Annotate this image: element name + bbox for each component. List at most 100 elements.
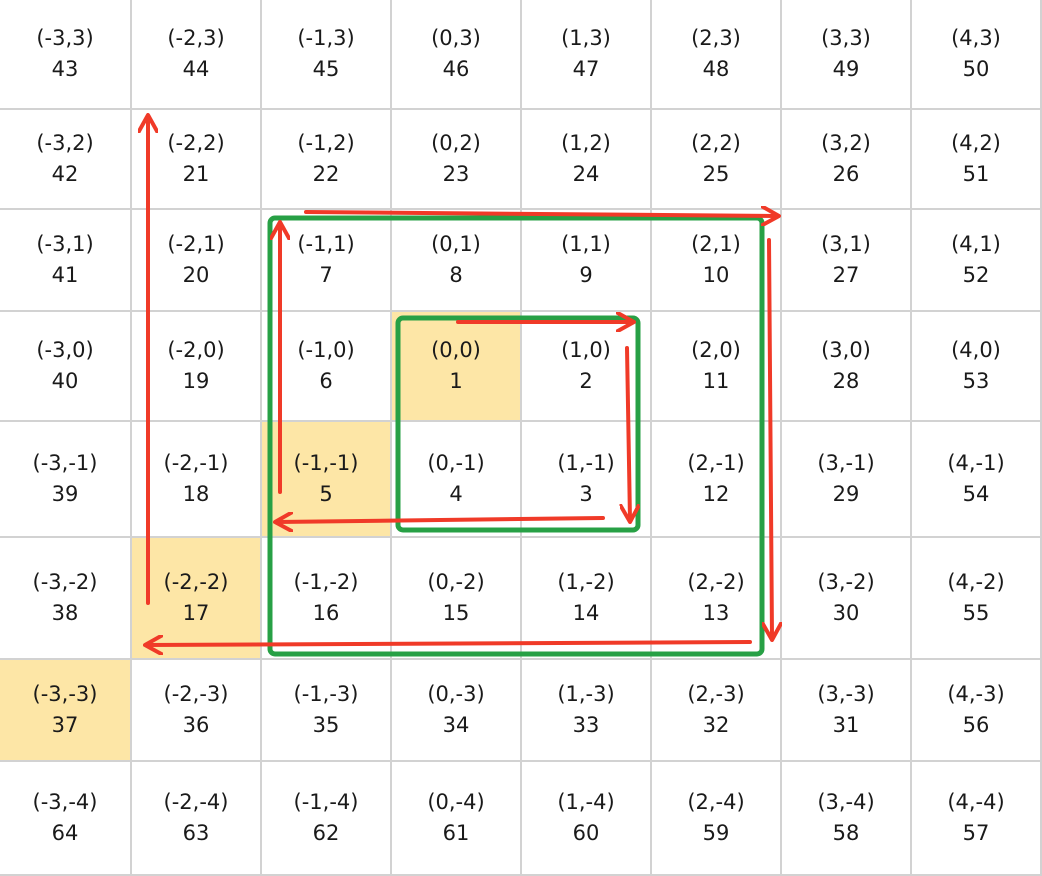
grid-cell: (3,-3) 31	[782, 660, 912, 762]
cell-number: 3	[579, 482, 593, 506]
cell-number: 21	[182, 162, 210, 186]
grid-cell: (3,-4) 58	[782, 762, 912, 876]
cell-coordinate: (3,0)	[821, 338, 871, 362]
cell-coordinate: (-3,-1)	[32, 451, 98, 475]
cell-coordinate: (3,-2)	[817, 570, 875, 594]
cell-coordinate: (4,1)	[951, 232, 1001, 256]
grid-cell: (4,-3) 56	[912, 660, 1042, 762]
cell-number: 42	[51, 162, 79, 186]
cell-coordinate: (0,-3)	[427, 682, 485, 706]
grid-cell: (2,3) 48	[652, 0, 782, 110]
grid-cell: (-1,0) 6	[262, 312, 392, 422]
cell-number: 1	[449, 369, 463, 393]
grid-cell: (2,1) 10	[652, 210, 782, 312]
cell-number: 63	[182, 821, 210, 845]
grid-cell: (0,0) 1	[392, 312, 522, 422]
cell-number: 55	[962, 601, 990, 625]
cell-coordinate: (-2,3)	[167, 26, 225, 50]
grid-cell: (-3,-1) 39	[0, 422, 132, 538]
grid-cell: (4,-1) 54	[912, 422, 1042, 538]
grid-cell: (1,-3) 33	[522, 660, 652, 762]
cell-coordinate: (4,2)	[951, 131, 1001, 155]
cell-number: 59	[702, 821, 730, 845]
cell-number: 51	[962, 162, 990, 186]
cell-number: 43	[51, 57, 79, 81]
cell-coordinate: (4,3)	[951, 26, 1001, 50]
cell-coordinate: (3,-4)	[817, 790, 875, 814]
cell-number: 33	[572, 713, 600, 737]
cell-number: 2	[579, 369, 593, 393]
grid-cell: (-3,0) 40	[0, 312, 132, 422]
cell-number: 47	[572, 57, 600, 81]
cell-coordinate: (1,-3)	[557, 682, 615, 706]
cell-number: 37	[51, 713, 79, 737]
cell-coordinate: (2,2)	[691, 131, 741, 155]
cell-number: 46	[442, 57, 470, 81]
cell-number: 10	[702, 263, 730, 287]
grid-cell: (0,-4) 61	[392, 762, 522, 876]
grid-cell: (4,3) 50	[912, 0, 1042, 110]
cell-number: 27	[832, 263, 860, 287]
grid-cell: (-2,0) 19	[132, 312, 262, 422]
cell-number: 11	[702, 369, 730, 393]
cell-coordinate: (2,-3)	[687, 682, 745, 706]
cell-number: 6	[319, 369, 333, 393]
grid-cell: (2,-4) 59	[652, 762, 782, 876]
cell-coordinate: (4,-3)	[947, 682, 1005, 706]
grid-cell: (-2,2) 21	[132, 110, 262, 210]
cell-number: 52	[962, 263, 990, 287]
cell-number: 15	[442, 601, 470, 625]
grid-cell: (3,0) 28	[782, 312, 912, 422]
cell-coordinate: (2,3)	[691, 26, 741, 50]
cell-coordinate: (3,3)	[821, 26, 871, 50]
cell-number: 8	[449, 263, 463, 287]
cell-coordinate: (2,-2)	[687, 570, 745, 594]
cell-coordinate: (-1,-2)	[293, 570, 359, 594]
grid-cell: (1,0) 2	[522, 312, 652, 422]
grid-cell: (-3,-2) 38	[0, 538, 132, 660]
grid-cell: (4,-4) 57	[912, 762, 1042, 876]
cell-coordinate: (0,1)	[431, 232, 481, 256]
cell-coordinate: (1,-2)	[557, 570, 615, 594]
grid-cell: (-3,-3) 37	[0, 660, 132, 762]
cell-number: 50	[962, 57, 990, 81]
cell-number: 28	[832, 369, 860, 393]
cell-coordinate: (0,-1)	[427, 451, 485, 475]
grid-cell: (2,0) 11	[652, 312, 782, 422]
cell-coordinate: (0,-4)	[427, 790, 485, 814]
grid-cell: (-2,3) 44	[132, 0, 262, 110]
cell-number: 56	[962, 713, 990, 737]
cell-number: 49	[832, 57, 860, 81]
cell-number: 64	[51, 821, 79, 845]
cell-number: 40	[51, 369, 79, 393]
cell-coordinate: (1,3)	[561, 26, 611, 50]
cell-coordinate: (2,1)	[691, 232, 741, 256]
grid-cell: (1,2) 24	[522, 110, 652, 210]
cell-coordinate: (3,-3)	[817, 682, 875, 706]
cell-number: 60	[572, 821, 600, 845]
cell-number: 53	[962, 369, 990, 393]
cell-coordinate: (-2,1)	[167, 232, 225, 256]
grid-cell: (-1,-3) 35	[262, 660, 392, 762]
grid-cell: (2,-2) 13	[652, 538, 782, 660]
grid-cell: (3,-1) 29	[782, 422, 912, 538]
grid-cell: (-2,1) 20	[132, 210, 262, 312]
cell-number: 58	[832, 821, 860, 845]
cell-coordinate: (-2,-2)	[163, 570, 229, 594]
cell-coordinate: (-3,-2)	[32, 570, 98, 594]
grid-cell: (-1,-2) 16	[262, 538, 392, 660]
cell-number: 34	[442, 713, 470, 737]
cell-number: 5	[319, 482, 333, 506]
cell-coordinate: (-2,0)	[167, 338, 225, 362]
cell-number: 30	[832, 601, 860, 625]
grid-cell: (1,1) 9	[522, 210, 652, 312]
cell-coordinate: (-3,-4)	[32, 790, 98, 814]
cell-coordinate: (4,-4)	[947, 790, 1005, 814]
cell-coordinate: (0,2)	[431, 131, 481, 155]
cell-coordinate: (1,1)	[561, 232, 611, 256]
cell-number: 17	[182, 601, 210, 625]
cell-coordinate: (-1,0)	[297, 338, 355, 362]
cell-coordinate: (0,-2)	[427, 570, 485, 594]
cell-coordinate: (1,-4)	[557, 790, 615, 814]
